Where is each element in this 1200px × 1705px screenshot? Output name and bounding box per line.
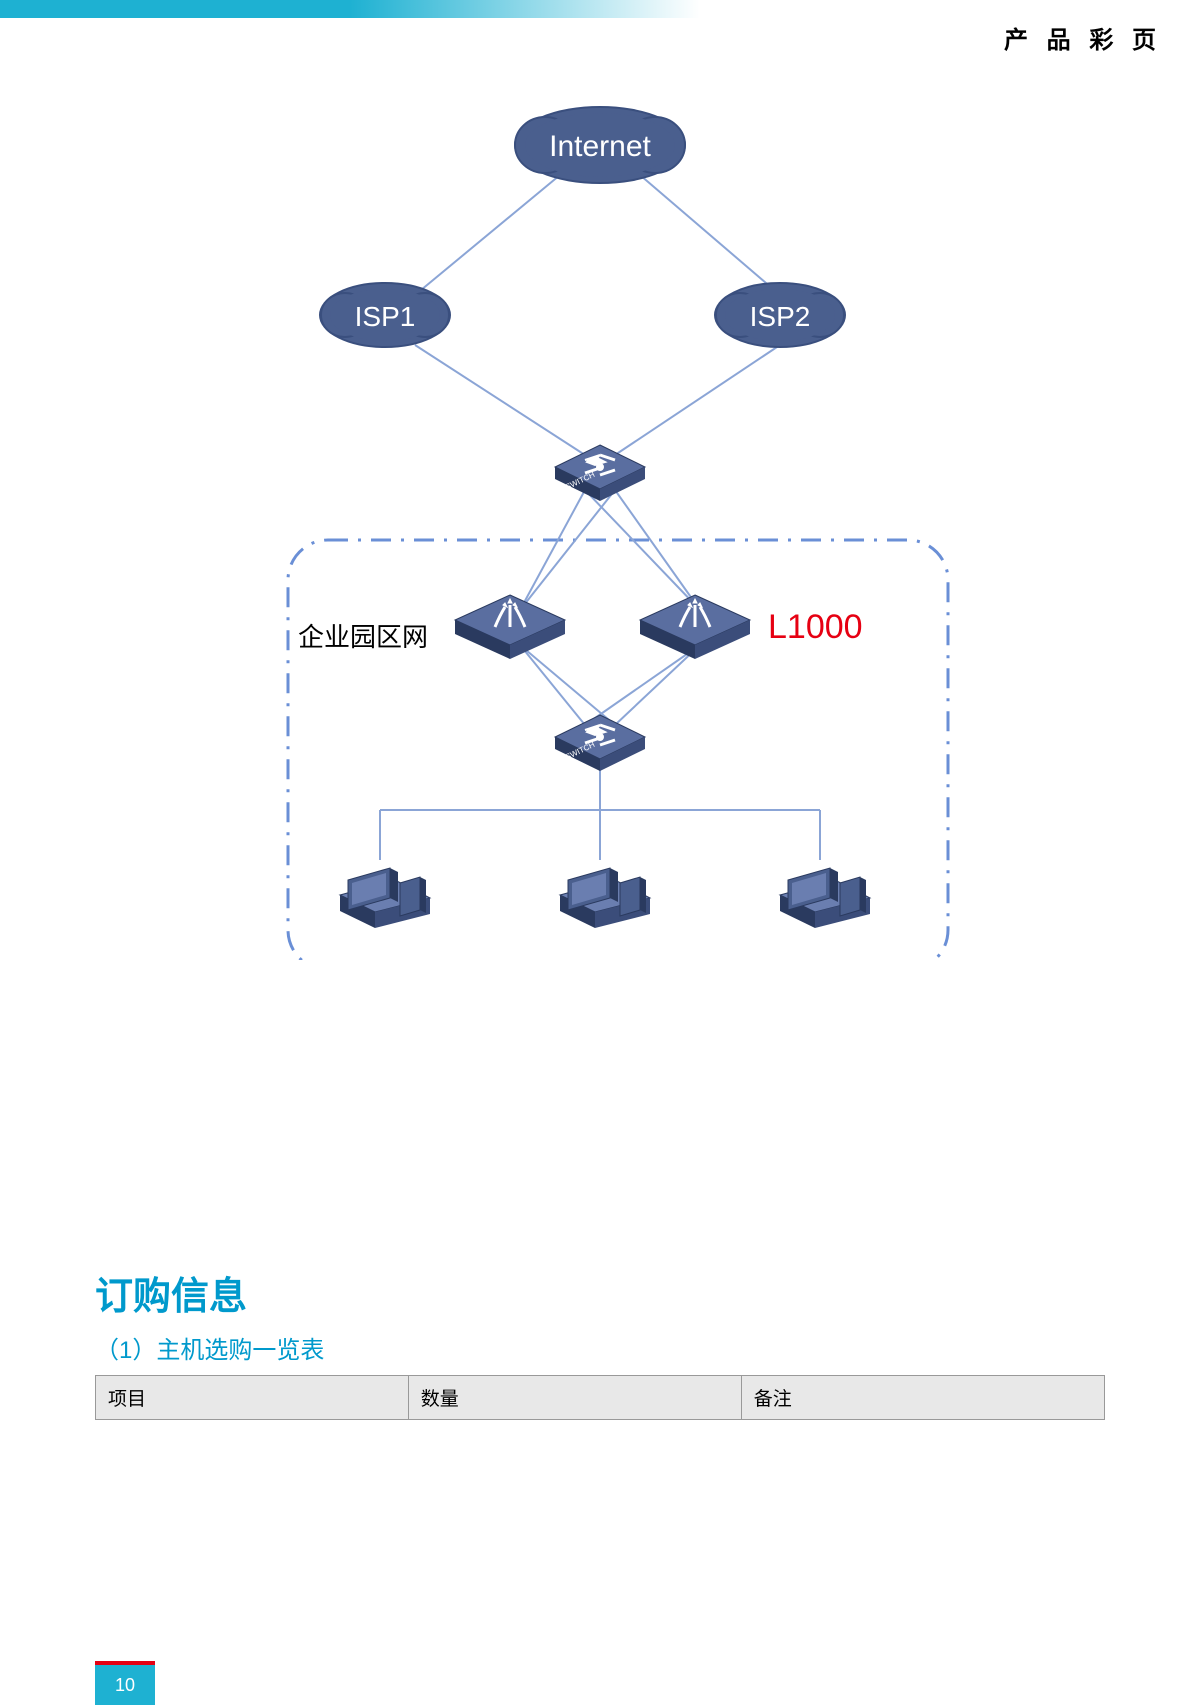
isp1-cloud: ISP1: [320, 283, 450, 347]
internet-label: Internet: [549, 130, 651, 163]
loadbalancer2-icon: [640, 595, 750, 659]
page-number: 10: [95, 1665, 155, 1705]
table-header-item: 项目: [96, 1376, 409, 1420]
network-diagram: Internet ISP1 ISP2: [220, 90, 980, 960]
table-header-note: 备注: [741, 1376, 1104, 1420]
product-label: L1000: [768, 608, 863, 647]
table-header-qty: 数量: [408, 1376, 741, 1420]
internet-cloud: Internet: [515, 107, 685, 183]
pc1-icon: [340, 868, 430, 928]
isp1-label: ISP1: [355, 301, 416, 332]
header-title: 产 品 彩 页: [1004, 20, 1162, 55]
section-title: 订购信息: [95, 1265, 247, 1320]
area-label: 企业园区网: [298, 617, 428, 654]
switch2-icon: SWITCH: [555, 715, 645, 771]
loadbalancer1-icon: [455, 595, 565, 659]
switch1-icon: SWITCH: [555, 445, 645, 501]
isp2-label: ISP2: [750, 301, 811, 332]
pc2-icon: [560, 868, 650, 928]
top-banner: [0, 0, 700, 18]
subsection-title: （1）主机选购一览表: [95, 1330, 324, 1365]
pc3-icon: [780, 868, 870, 928]
isp2-cloud: ISP2: [715, 283, 845, 347]
order-table: 项目 数量 备注: [95, 1375, 1105, 1420]
